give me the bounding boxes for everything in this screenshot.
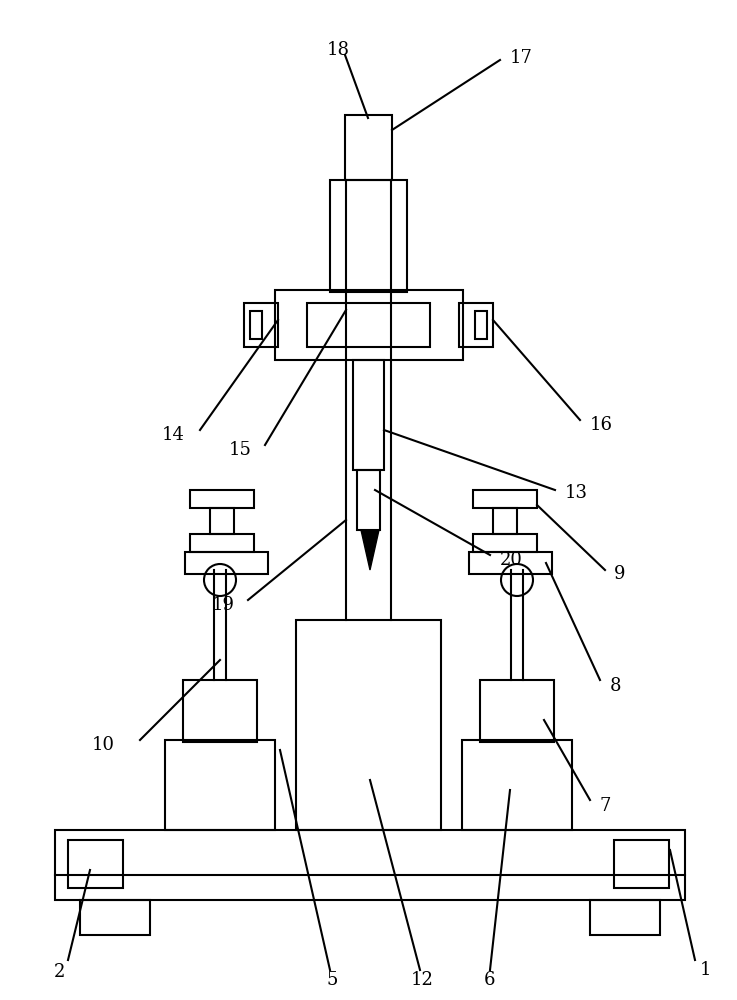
Text: 5: 5 xyxy=(326,971,338,989)
Bar xyxy=(80,900,150,935)
Text: 17: 17 xyxy=(510,49,533,67)
Bar xyxy=(185,552,268,574)
Bar xyxy=(459,303,493,347)
Text: 16: 16 xyxy=(590,416,613,434)
Text: 12: 12 xyxy=(411,971,433,989)
Text: 1: 1 xyxy=(700,961,711,979)
Bar xyxy=(244,303,278,347)
Bar xyxy=(190,490,254,508)
Bar xyxy=(357,470,380,530)
Bar xyxy=(462,740,572,830)
Bar xyxy=(296,620,441,830)
Text: 18: 18 xyxy=(326,41,349,59)
Text: 15: 15 xyxy=(229,441,252,459)
Bar xyxy=(475,311,487,339)
Bar xyxy=(183,680,257,742)
Bar xyxy=(473,534,537,552)
Text: 14: 14 xyxy=(162,426,185,444)
Bar xyxy=(275,290,463,360)
Bar xyxy=(480,680,554,742)
Text: 2: 2 xyxy=(55,963,66,981)
Bar xyxy=(190,534,254,552)
Bar xyxy=(493,508,517,534)
Text: 19: 19 xyxy=(212,596,235,614)
Text: 20: 20 xyxy=(500,551,523,569)
Bar xyxy=(353,360,384,470)
Text: 6: 6 xyxy=(484,971,496,989)
Bar xyxy=(330,180,407,292)
Bar xyxy=(250,311,262,339)
Polygon shape xyxy=(361,530,379,570)
Bar xyxy=(473,490,537,508)
Text: 13: 13 xyxy=(565,484,588,502)
Text: 9: 9 xyxy=(614,565,626,583)
Bar xyxy=(469,552,552,574)
Bar xyxy=(345,115,392,180)
Bar xyxy=(590,900,660,935)
Text: 10: 10 xyxy=(92,736,115,754)
Bar xyxy=(307,303,430,347)
Text: 7: 7 xyxy=(600,797,612,815)
Bar xyxy=(614,840,669,888)
Bar xyxy=(68,840,123,888)
Bar xyxy=(165,740,275,830)
Bar xyxy=(210,508,234,534)
Bar xyxy=(55,830,685,900)
Text: 8: 8 xyxy=(610,677,621,695)
